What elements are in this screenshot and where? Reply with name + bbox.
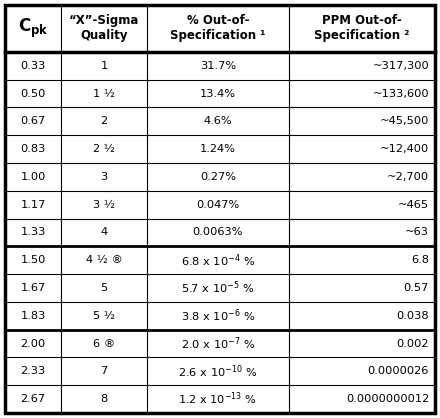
Text: 0.67: 0.67 [21, 116, 46, 126]
Text: 0.0000000012: 0.0000000012 [346, 394, 429, 404]
Text: 0.038: 0.038 [396, 311, 429, 321]
Text: % Out-of-
Specification ¹: % Out-of- Specification ¹ [170, 15, 266, 43]
Text: 4 ½ ®: 4 ½ ® [86, 255, 122, 265]
Text: ~317,300: ~317,300 [372, 61, 429, 71]
Text: ~2,700: ~2,700 [387, 172, 429, 182]
Text: 2 ½: 2 ½ [93, 144, 115, 154]
Text: ~465: ~465 [398, 200, 429, 210]
Text: 0.27%: 0.27% [200, 172, 236, 182]
Text: $\mathbf{C}_{\mathbf{pk}}$: $\mathbf{C}_{\mathbf{pk}}$ [18, 17, 48, 40]
Text: 2.00: 2.00 [21, 339, 46, 349]
Text: 6.8: 6.8 [411, 255, 429, 265]
Text: 3 ½: 3 ½ [93, 200, 115, 210]
Text: ~133,600: ~133,600 [372, 89, 429, 99]
Text: 0.83: 0.83 [21, 144, 46, 154]
Text: 5: 5 [100, 283, 108, 293]
Text: 2.33: 2.33 [21, 366, 46, 376]
Text: 31.7%: 31.7% [200, 61, 236, 71]
Text: 2: 2 [100, 116, 108, 126]
Text: 1.67: 1.67 [21, 283, 46, 293]
Text: 3: 3 [100, 172, 108, 182]
Text: 0.50: 0.50 [21, 89, 46, 99]
Text: 1.33: 1.33 [21, 227, 46, 237]
Text: 1.17: 1.17 [21, 200, 46, 210]
Text: 13.4%: 13.4% [200, 89, 236, 99]
Text: ~12,400: ~12,400 [380, 144, 429, 154]
Text: 2.6 x 10$^{-10}$ %: 2.6 x 10$^{-10}$ % [178, 363, 257, 380]
Text: ~45,500: ~45,500 [380, 116, 429, 126]
Text: 1: 1 [100, 61, 108, 71]
Text: 4: 4 [100, 227, 108, 237]
Text: 7: 7 [100, 366, 108, 376]
Text: 0.0063%: 0.0063% [193, 227, 243, 237]
Text: 2.67: 2.67 [21, 394, 46, 404]
Text: 8: 8 [100, 394, 108, 404]
Text: 2.0 x 10$^{-7}$ %: 2.0 x 10$^{-7}$ % [181, 335, 255, 352]
Text: ~63: ~63 [405, 227, 429, 237]
Text: 1 ½: 1 ½ [93, 89, 115, 99]
Text: 3.8 x 10$^{-6}$ %: 3.8 x 10$^{-6}$ % [181, 308, 255, 324]
Text: 6 ®: 6 ® [93, 339, 115, 349]
Text: 0.047%: 0.047% [196, 200, 239, 210]
Text: “X”-Sigma
Quality: “X”-Sigma Quality [69, 15, 139, 43]
Text: 0.002: 0.002 [396, 339, 429, 349]
Text: 0.33: 0.33 [21, 61, 46, 71]
Text: 1.2 x 10$^{-13}$ %: 1.2 x 10$^{-13}$ % [179, 391, 257, 408]
Text: PPM Out-of-
Specification ²: PPM Out-of- Specification ² [314, 15, 409, 43]
Text: 1.50: 1.50 [21, 255, 46, 265]
Text: 5 ½: 5 ½ [93, 311, 115, 321]
Text: 0.0000026: 0.0000026 [368, 366, 429, 376]
Text: 6.8 x 10$^{-4}$ %: 6.8 x 10$^{-4}$ % [181, 252, 255, 268]
Text: 1.83: 1.83 [21, 311, 46, 321]
Text: 5.7 x 10$^{-5}$ %: 5.7 x 10$^{-5}$ % [181, 280, 255, 296]
Text: 0.57: 0.57 [403, 283, 429, 293]
Text: 1.00: 1.00 [21, 172, 46, 182]
Text: 4.6%: 4.6% [204, 116, 232, 126]
Text: 1.24%: 1.24% [200, 144, 236, 154]
